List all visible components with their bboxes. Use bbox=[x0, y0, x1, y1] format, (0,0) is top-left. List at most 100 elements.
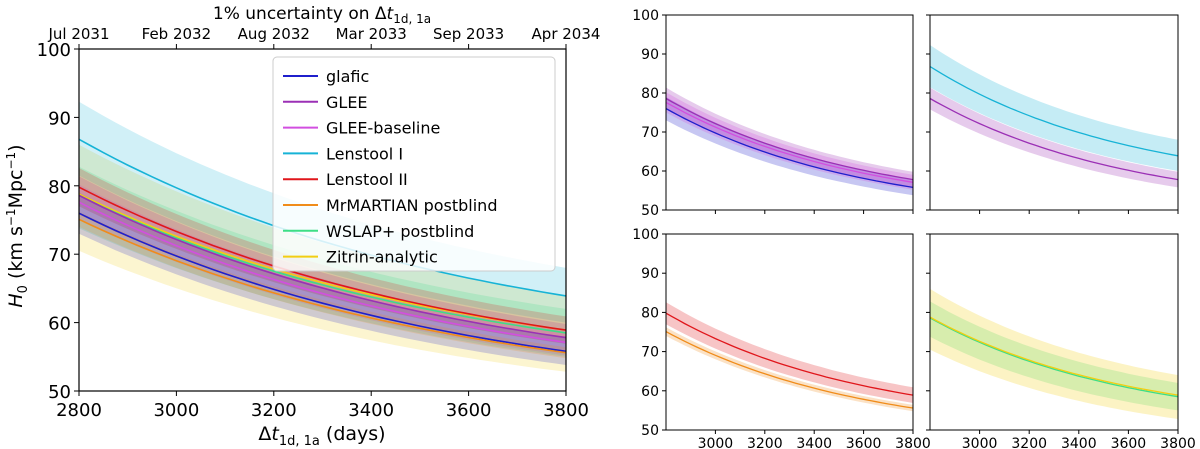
main-xtick-label: 3200 bbox=[251, 400, 297, 421]
main-xtick-label: 3600 bbox=[446, 400, 492, 421]
main-title-base: 1% uncertainty on Δ bbox=[213, 4, 387, 24]
bl-bands bbox=[666, 302, 913, 412]
br-line-zitrin-analytic bbox=[929, 316, 1179, 396]
legend-entry-zitrin-analytic: Zitrin-analytic bbox=[283, 248, 438, 267]
tl-ytick-label: 50 bbox=[641, 203, 659, 219]
tl-line-glee bbox=[665, 97, 914, 181]
main-title-sub: 1d, 1a bbox=[393, 12, 431, 26]
main-ylabel-exp2: −1 bbox=[4, 152, 18, 170]
main-title-var: t bbox=[387, 4, 395, 24]
bl-xtick-label: 3600 bbox=[846, 436, 882, 449]
legend-label: glafic bbox=[326, 67, 369, 86]
legend-label: Zitrin-analytic bbox=[326, 248, 438, 267]
main-xlabel-sub: 1d, 1a bbox=[279, 434, 320, 449]
main-band-glee bbox=[79, 176, 566, 352]
bl-ytick-label: 60 bbox=[641, 384, 659, 400]
legend-entry-mrmartian-postblind: MrMARTIAN postblind bbox=[283, 196, 497, 215]
main-ylabel-sub: 0 bbox=[16, 285, 31, 293]
main-ylabel-close: ) bbox=[5, 144, 27, 151]
tl-ytick-label: 60 bbox=[641, 164, 659, 180]
legend-entry-lenstool-i: Lenstool I bbox=[283, 144, 403, 163]
tl-plot-frame bbox=[665, 14, 914, 211]
main-top-date-ticks: Jul 2031 Feb 2032 Aug 2032 Mar 2033 Sep 2033… bbox=[47, 25, 600, 49]
tr-lines bbox=[929, 65, 1179, 181]
tl-band-glee-baseline bbox=[666, 92, 913, 190]
main-xtick-label: 3400 bbox=[348, 400, 394, 421]
main-xtick-label: 3800 bbox=[543, 400, 589, 421]
subpanel-bottom-right: 3000 3200 3400 3600 3800 bbox=[926, 233, 1196, 449]
legend-entry-glee: GLEE bbox=[283, 93, 368, 112]
tl-ytick-label: 80 bbox=[641, 86, 659, 102]
bl-ytick-label: 80 bbox=[641, 305, 659, 321]
bl-ytick-label: 100 bbox=[632, 227, 659, 243]
main-top-tick-label: Feb 2032 bbox=[142, 25, 212, 43]
br-band-zitrin-analytic bbox=[930, 288, 1178, 419]
legend-label: MrMARTIAN postblind bbox=[326, 196, 497, 215]
legend-entry-wslap-postblind: WSLAP+ postblind bbox=[283, 222, 474, 241]
main-line-glee bbox=[78, 194, 567, 339]
main-xtick-label: 2800 bbox=[56, 400, 102, 421]
br-xtick-label: 3800 bbox=[1160, 436, 1196, 449]
tl-ticks: 50 60 70 80 90 100 bbox=[632, 8, 914, 219]
bl-ytick-label: 70 bbox=[641, 345, 659, 361]
main-line-glee-baseline bbox=[78, 201, 567, 344]
bl-band-lenstool-ii bbox=[666, 302, 913, 403]
br-xtick-label: 3400 bbox=[1061, 436, 1097, 449]
tr-line-lenstool-i bbox=[929, 65, 1179, 157]
subpanel-bottom-left: 50 60 70 80 90 100 3000 3200 3400 3600 3800 bbox=[632, 227, 931, 449]
main-ylabel-var: H bbox=[5, 293, 27, 307]
bl-lines bbox=[665, 312, 914, 409]
legend-entry-lenstool-ii: Lenstool II bbox=[283, 170, 408, 189]
main-y-ticks: 50 60 70 80 90 100 bbox=[37, 40, 79, 403]
main-ytick-label: 100 bbox=[37, 40, 71, 61]
tr-bands bbox=[930, 45, 1178, 188]
tl-band-glee bbox=[666, 87, 913, 188]
main-xlabel-var: t bbox=[271, 423, 280, 445]
br-bands bbox=[930, 288, 1178, 419]
br-line-wslap-postblind bbox=[929, 317, 1179, 398]
tr-band-lenstool-i bbox=[930, 45, 1178, 171]
bl-band-mrmartian-postblind bbox=[666, 327, 913, 412]
main-top-tick-label: Jul 2031 bbox=[47, 25, 109, 43]
main-ytick-label: 80 bbox=[48, 177, 71, 198]
main-xtick-label: 3000 bbox=[153, 400, 199, 421]
tl-ytick-label: 100 bbox=[632, 8, 659, 24]
legend-label: Lenstool I bbox=[326, 144, 403, 163]
main-top-tick-label: Apr 2034 bbox=[532, 25, 601, 43]
bl-ytick-label: 90 bbox=[641, 266, 659, 282]
bl-xtick-label: 3000 bbox=[698, 436, 734, 449]
bl-line-mrmartian-postblind bbox=[665, 331, 914, 409]
legend-label: GLEE-baseline bbox=[326, 119, 440, 138]
tl-bands bbox=[666, 87, 913, 196]
bl-xtick-label: 3400 bbox=[796, 436, 832, 449]
legend-label: Lenstool II bbox=[326, 170, 408, 189]
legend: glafic GLEE GLEE-baseline Lenstool I Lenstoo… bbox=[272, 56, 556, 272]
main-top-tick-label: Mar 2033 bbox=[336, 25, 407, 43]
br-xtick-label: 3200 bbox=[1011, 436, 1047, 449]
main-xlabel-post: (days) bbox=[320, 423, 386, 445]
br-lines bbox=[929, 316, 1179, 398]
br-xtick-label: 3600 bbox=[1111, 436, 1147, 449]
legend-label: WSLAP+ postblind bbox=[326, 222, 474, 241]
main-plot-frame bbox=[78, 48, 567, 392]
main-panel: 50 60 70 80 90 100 2800 3000 3200 3400 3600 3800 J… bbox=[4, 4, 600, 449]
main-xlabel-pre: Δ bbox=[258, 423, 271, 445]
legend-entry-glafic: glafic bbox=[283, 67, 369, 86]
main-y-axis-label: H0 (km s−1Mpc−1) bbox=[4, 144, 31, 307]
main-title: 1% uncertainty on Δt1d, 1a bbox=[213, 4, 431, 26]
main-line-lenstool-ii bbox=[78, 186, 567, 331]
br-xtick-label: 3000 bbox=[962, 436, 998, 449]
legend-box bbox=[272, 56, 556, 272]
main-band-lenstool-ii bbox=[79, 168, 566, 344]
bl-line-lenstool-ii bbox=[665, 312, 914, 396]
main-x-axis-label: Δt1d, 1a (days) bbox=[258, 423, 385, 449]
subpanel-top-left: 50 60 70 80 90 100 bbox=[632, 8, 914, 219]
bl-ytick-label: 50 bbox=[641, 423, 659, 439]
tl-line-glee-baseline bbox=[665, 101, 914, 183]
tl-lines bbox=[665, 97, 914, 189]
main-ylabel-exp1: −1 bbox=[4, 208, 18, 226]
main-ytick-label: 60 bbox=[48, 314, 71, 335]
br-plot-frame bbox=[929, 233, 1179, 431]
tr-band-glee bbox=[930, 87, 1178, 188]
